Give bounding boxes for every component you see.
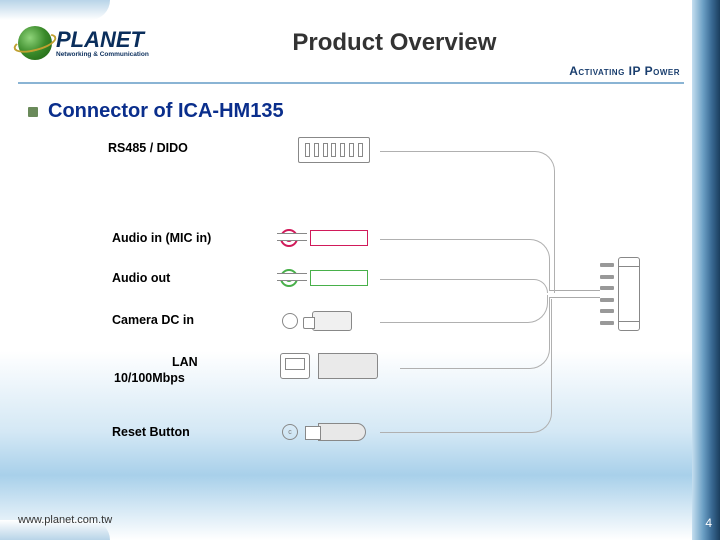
dc-ring-icon [282, 313, 298, 329]
label-rs485: RS485 / DIDO [108, 141, 188, 155]
label-audio-out: Audio out [112, 271, 170, 285]
globe-icon [18, 26, 52, 60]
reset-plug-icon [318, 423, 366, 441]
terminal-block-icon [298, 137, 370, 163]
page-title: Product Overview [109, 29, 680, 57]
connector-dc-in [282, 311, 352, 331]
slide-border-right [692, 0, 720, 540]
audio-jack-body-icon [310, 230, 368, 246]
bullet-icon [28, 107, 38, 117]
section-heading: Connector of ICA-HM135 [48, 100, 284, 123]
label-audio-in: Audio in (MIC in) [112, 231, 211, 245]
corner-top-left [0, 0, 110, 20]
rj45-icon [280, 353, 310, 379]
heading-row: Connector of ICA-HM135 [28, 100, 284, 123]
audio-jack-body-icon [310, 270, 368, 286]
connector-lan [280, 353, 378, 379]
label-lan-2: 10/100Mbps [114, 371, 185, 385]
reset-ring-icon: c [282, 424, 298, 440]
cable-hub [618, 265, 640, 323]
header-underline [18, 82, 684, 84]
label-reset: Reset Button [112, 425, 190, 439]
connector-audio-out [280, 269, 368, 287]
connector-reset: c [282, 423, 366, 441]
connector-audio-in [280, 229, 368, 247]
connector-rs485 [298, 137, 370, 163]
lan-plug-icon [318, 353, 378, 379]
tagline: Activating IP Power [569, 64, 680, 78]
footer-url: www.planet.com.tw [18, 514, 112, 526]
cable-hub-grip [600, 263, 614, 325]
page-number: 4 [705, 516, 712, 530]
header: PLANET Networking & Communication Produc… [18, 18, 680, 68]
dc-plug-icon [312, 311, 352, 331]
connector-diagram: RS485 / DIDO Audio in (MIC in) Audio out… [100, 135, 660, 475]
label-dc-in: Camera DC in [112, 313, 194, 327]
label-lan-1: LAN [172, 355, 198, 369]
